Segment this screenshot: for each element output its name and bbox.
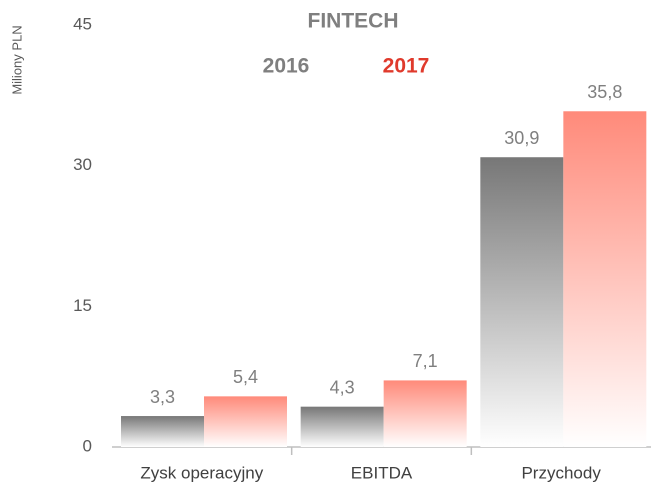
value-label: 4,3 xyxy=(330,377,355,397)
y-tick-label: 30 xyxy=(73,155,92,174)
value-label: 35,8 xyxy=(587,82,622,102)
y-tick-label: 45 xyxy=(73,14,92,33)
y-tick-label: 15 xyxy=(73,296,92,315)
bar xyxy=(480,157,564,447)
legend-label: 2017 xyxy=(383,55,430,78)
x-tick-label: Przychody xyxy=(521,463,601,482)
bar xyxy=(563,111,647,447)
x-tick-label: EBITDA xyxy=(351,463,413,482)
bar xyxy=(121,416,204,447)
bar xyxy=(300,406,384,447)
bar xyxy=(383,380,467,447)
chart-title: FINTECH xyxy=(308,10,399,33)
value-label: 3,3 xyxy=(150,387,175,407)
y-tick-label: 0 xyxy=(83,436,92,455)
legend-label: 2016 xyxy=(263,55,310,78)
value-label: 30,9 xyxy=(504,128,539,148)
x-tick-label: Zysk operacyjny xyxy=(140,463,263,482)
value-label: 5,4 xyxy=(233,367,258,387)
bar xyxy=(204,396,287,447)
y-axis-label: Miliony PLN xyxy=(9,25,24,94)
value-label: 7,1 xyxy=(413,351,438,371)
